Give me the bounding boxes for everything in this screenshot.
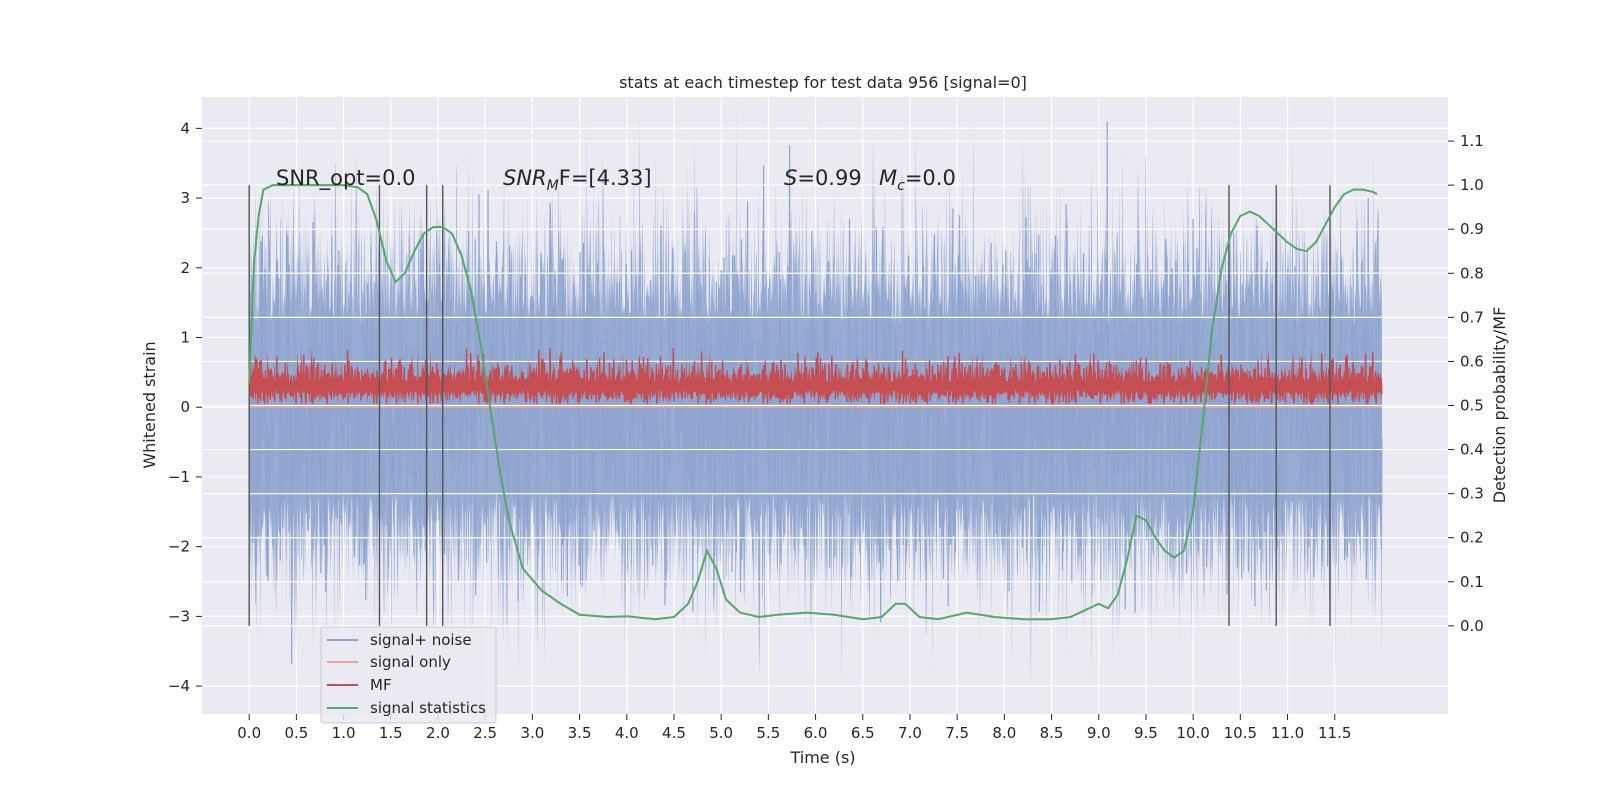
legend-entry-mf: MF — [327, 676, 392, 694]
y-left-axis-label: Whitened strain — [140, 341, 159, 468]
annotation-snr-mf: SNRMF=[4.33] — [503, 166, 652, 194]
y-left-tick-label: −2 — [168, 538, 190, 556]
y-right-tick-label: 0.1 — [1460, 573, 1484, 591]
x-tick-label: 0.0 — [237, 724, 261, 742]
legend-label-signal-only: signal only — [370, 653, 451, 671]
x-tick-label: 11.5 — [1318, 724, 1351, 742]
x-tick-label: 7.5 — [945, 724, 969, 742]
x-tick-label: 3.0 — [520, 724, 544, 742]
series-signal-noise-band — [249, 100, 1382, 695]
x-tick-label: 2.0 — [426, 724, 450, 742]
y-right-axis-label: Detection probability/MF — [1490, 307, 1509, 504]
x-tick-label: 6.5 — [851, 724, 875, 742]
annotation-mc-value: =0.0 — [905, 166, 956, 190]
legend-entry-signal-noise: signal+ noise — [327, 631, 472, 649]
annotation-snr-mf-value: F=[4.33] — [559, 166, 652, 190]
y-left-tick-label: 3 — [180, 189, 190, 207]
y-right-tick-label: 0.6 — [1460, 352, 1484, 370]
legend-label-mf: MF — [370, 676, 392, 694]
x-tick-label: 4.0 — [615, 724, 639, 742]
y-left-axis-ticks: −4 −3 −2 −1 0 1 2 3 4 — [168, 119, 202, 695]
y-left-tick-label: 4 — [180, 119, 190, 137]
y-right-axis-ticks: 0.0 0.1 0.2 0.3 0.4 0.5 0.6 0.7 0.8 0.9 1.0 1.1 — [1448, 132, 1484, 635]
series-signal-statistics-line — [248, 184, 1378, 621]
right-axis-gridlines-overlay — [202, 140, 1448, 627]
y-left-tick-label: 0 — [180, 398, 190, 416]
annotation-snr-mf-symbol: SNR — [503, 166, 547, 190]
legend-label-signal-statistics: signal statistics — [370, 699, 486, 717]
series-mf-band — [249, 348, 1382, 404]
annotation-s-symbol: S — [784, 166, 797, 190]
x-axis-ticks: 0.0 0.5 1.0 1.5 2.0 2.5 3.0 3.5 4.0 4.5 5.0 5.5 6.0 6… — [237, 714, 1351, 742]
series-signal-noise-line — [248, 121, 1383, 664]
x-tick-label: 0.5 — [284, 724, 308, 742]
x-tick-label: 9.0 — [1087, 724, 1111, 742]
y-right-tick-label: 0.5 — [1460, 397, 1484, 415]
annotation-mc-subscript: c — [897, 178, 905, 194]
x-tick-label: 8.5 — [1040, 724, 1064, 742]
legend-box — [320, 626, 497, 724]
y-right-tick-label: 0.2 — [1460, 529, 1484, 547]
legend: signal+ noise signal only MF signal stat… — [320, 626, 497, 724]
x-tick-label: 9.5 — [1134, 724, 1158, 742]
x-tick-label: 7.0 — [898, 724, 922, 742]
x-tick-label: 10.5 — [1224, 724, 1257, 742]
y-right-tick-label: 1.1 — [1460, 132, 1484, 150]
x-axis-label: Time (s) — [789, 748, 855, 767]
x-tick-label: 5.0 — [709, 724, 733, 742]
x-tick-label: 10.0 — [1176, 724, 1209, 742]
annotation-snr-opt: SNR_opt=0.0 — [276, 166, 416, 191]
y-left-tick-label: 1 — [180, 329, 190, 347]
x-tick-label: 5.5 — [756, 724, 780, 742]
legend-entry-signal-only: signal only — [327, 653, 451, 671]
x-tick-label: 1.5 — [379, 724, 403, 742]
annotation-s: S=0.99 — [784, 166, 862, 190]
vertical-markers — [248, 185, 1331, 626]
annotation-snr-mf-subscript: M — [547, 178, 559, 194]
plot-content — [202, 100, 1448, 695]
y-right-tick-label: 0.8 — [1460, 264, 1484, 282]
x-tick-label: 3.5 — [568, 724, 592, 742]
x-tick-label: 8.0 — [992, 724, 1016, 742]
legend-label-signal-noise: signal+ noise — [370, 631, 472, 649]
y-right-tick-label: 0.4 — [1460, 441, 1484, 459]
y-left-tick-label: −4 — [168, 677, 190, 695]
chart-title: stats at each timestep for test data 956… — [619, 73, 1027, 92]
y-right-tick-label: 0.3 — [1460, 485, 1484, 503]
y-right-tick-label: 1.0 — [1460, 176, 1484, 194]
x-tick-label: 6.0 — [804, 724, 828, 742]
y-right-tick-label: 0.0 — [1460, 617, 1484, 635]
x-tick-label: 2.5 — [473, 724, 497, 742]
legend-entry-signal-statistics: signal statistics — [327, 699, 486, 717]
x-tick-label: 11.0 — [1271, 724, 1304, 742]
annotation-mc-symbol: M — [879, 166, 897, 190]
y-right-tick-label: 0.9 — [1460, 220, 1484, 238]
x-tick-label: 4.5 — [662, 724, 686, 742]
annotation-s-value: =0.99 — [797, 166, 861, 190]
y-left-tick-label: 2 — [180, 259, 190, 277]
annotation-mc: Mc=0.0 — [879, 166, 956, 194]
x-tick-label: 1.0 — [332, 724, 356, 742]
y-left-tick-label: −3 — [168, 607, 190, 625]
y-left-tick-label: −1 — [168, 468, 190, 486]
y-right-tick-label: 0.7 — [1460, 308, 1484, 326]
